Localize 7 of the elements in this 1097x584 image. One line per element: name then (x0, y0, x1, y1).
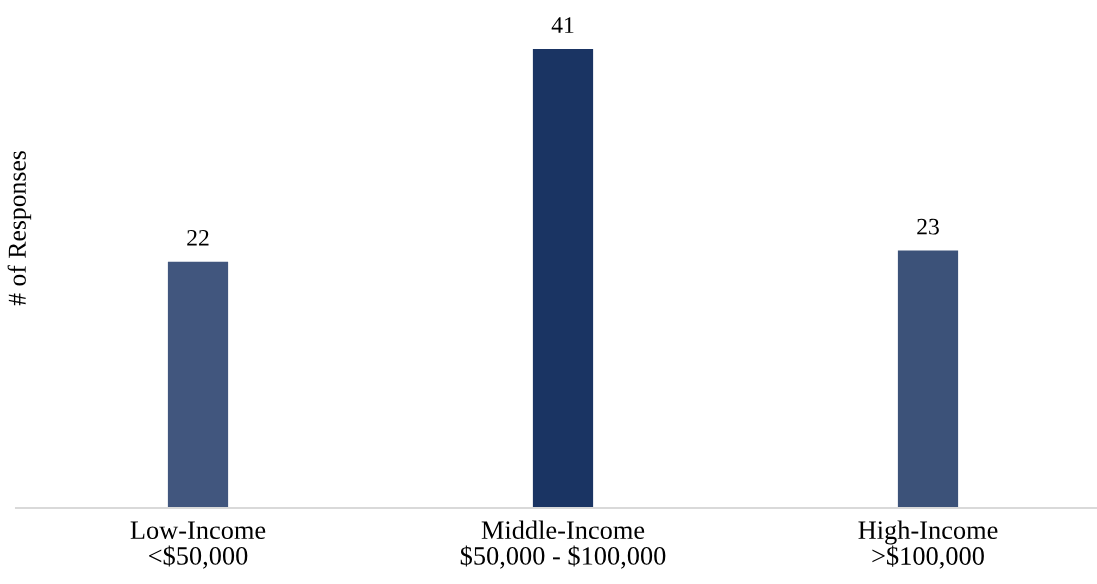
data-label: 22 (187, 229, 209, 246)
x-tick-label: Middle-Income $50,000 - $100,000 (460, 520, 666, 569)
data-label: 23 (917, 218, 939, 235)
x-tick-label: High-Income >$100,000 (858, 520, 998, 569)
y-axis-title: # of Responses (7, 151, 32, 306)
x-tick-label: Low-Income <$50,000 (130, 521, 266, 569)
data-label: 41 (551, 17, 574, 33)
